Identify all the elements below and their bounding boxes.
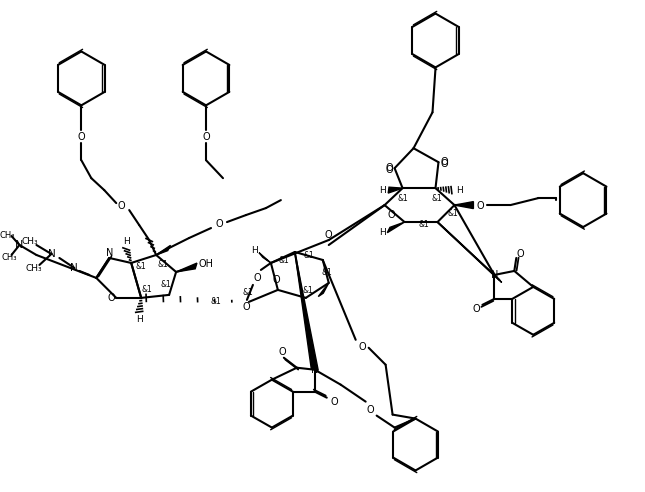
Polygon shape (156, 246, 170, 255)
Text: O: O (388, 210, 395, 220)
Text: CH₃: CH₃ (21, 237, 38, 246)
Text: OH: OH (199, 259, 213, 269)
Text: H: H (379, 227, 386, 237)
Text: &1: &1 (158, 260, 168, 270)
Text: H: H (456, 185, 463, 195)
Text: O: O (215, 219, 223, 229)
Text: &1: &1 (136, 262, 146, 272)
Text: H: H (123, 237, 130, 246)
Text: H: H (379, 185, 386, 195)
Text: O: O (359, 342, 366, 352)
Text: O: O (386, 163, 393, 173)
Text: O: O (77, 132, 85, 142)
Polygon shape (437, 222, 502, 282)
Text: &1: &1 (211, 297, 221, 307)
Text: &1: &1 (279, 256, 289, 266)
Text: N: N (311, 365, 319, 375)
Text: O: O (441, 159, 448, 169)
Text: N: N (48, 249, 55, 259)
Text: &1: &1 (431, 194, 442, 203)
Polygon shape (318, 283, 329, 297)
Text: &1: &1 (321, 269, 332, 277)
Text: O: O (203, 132, 210, 142)
Text: H: H (136, 315, 143, 324)
Text: CH₃: CH₃ (25, 264, 42, 274)
Polygon shape (176, 263, 197, 272)
Text: O: O (278, 347, 286, 357)
Text: &1: &1 (243, 288, 253, 297)
Text: N: N (106, 248, 113, 258)
Text: H: H (252, 246, 258, 255)
Polygon shape (455, 202, 473, 209)
Text: O: O (517, 249, 524, 259)
Text: &1: &1 (397, 194, 408, 203)
Text: &1: &1 (161, 280, 172, 289)
Text: N: N (491, 270, 498, 280)
Polygon shape (259, 252, 271, 263)
Polygon shape (388, 187, 402, 193)
Polygon shape (295, 252, 318, 370)
Text: O: O (272, 275, 280, 285)
Text: O: O (253, 273, 261, 283)
Text: O: O (117, 201, 125, 211)
Text: O: O (108, 293, 115, 303)
Text: O: O (386, 165, 393, 175)
Text: O: O (242, 302, 250, 312)
Text: N: N (70, 263, 78, 273)
Text: N: N (15, 240, 24, 250)
Text: O: O (441, 157, 448, 167)
Text: O: O (331, 397, 339, 406)
Text: &1: &1 (447, 209, 458, 217)
Text: O: O (325, 230, 333, 240)
Text: &1: &1 (418, 219, 429, 229)
Polygon shape (387, 222, 404, 233)
Text: O: O (477, 201, 484, 211)
Text: &1: &1 (303, 286, 313, 295)
Text: &1: &1 (303, 251, 314, 260)
Text: &1: &1 (142, 285, 153, 294)
Text: O: O (367, 404, 375, 415)
Text: O: O (473, 304, 481, 314)
Text: CH₃: CH₃ (2, 253, 17, 262)
Text: CH₃: CH₃ (0, 231, 15, 240)
